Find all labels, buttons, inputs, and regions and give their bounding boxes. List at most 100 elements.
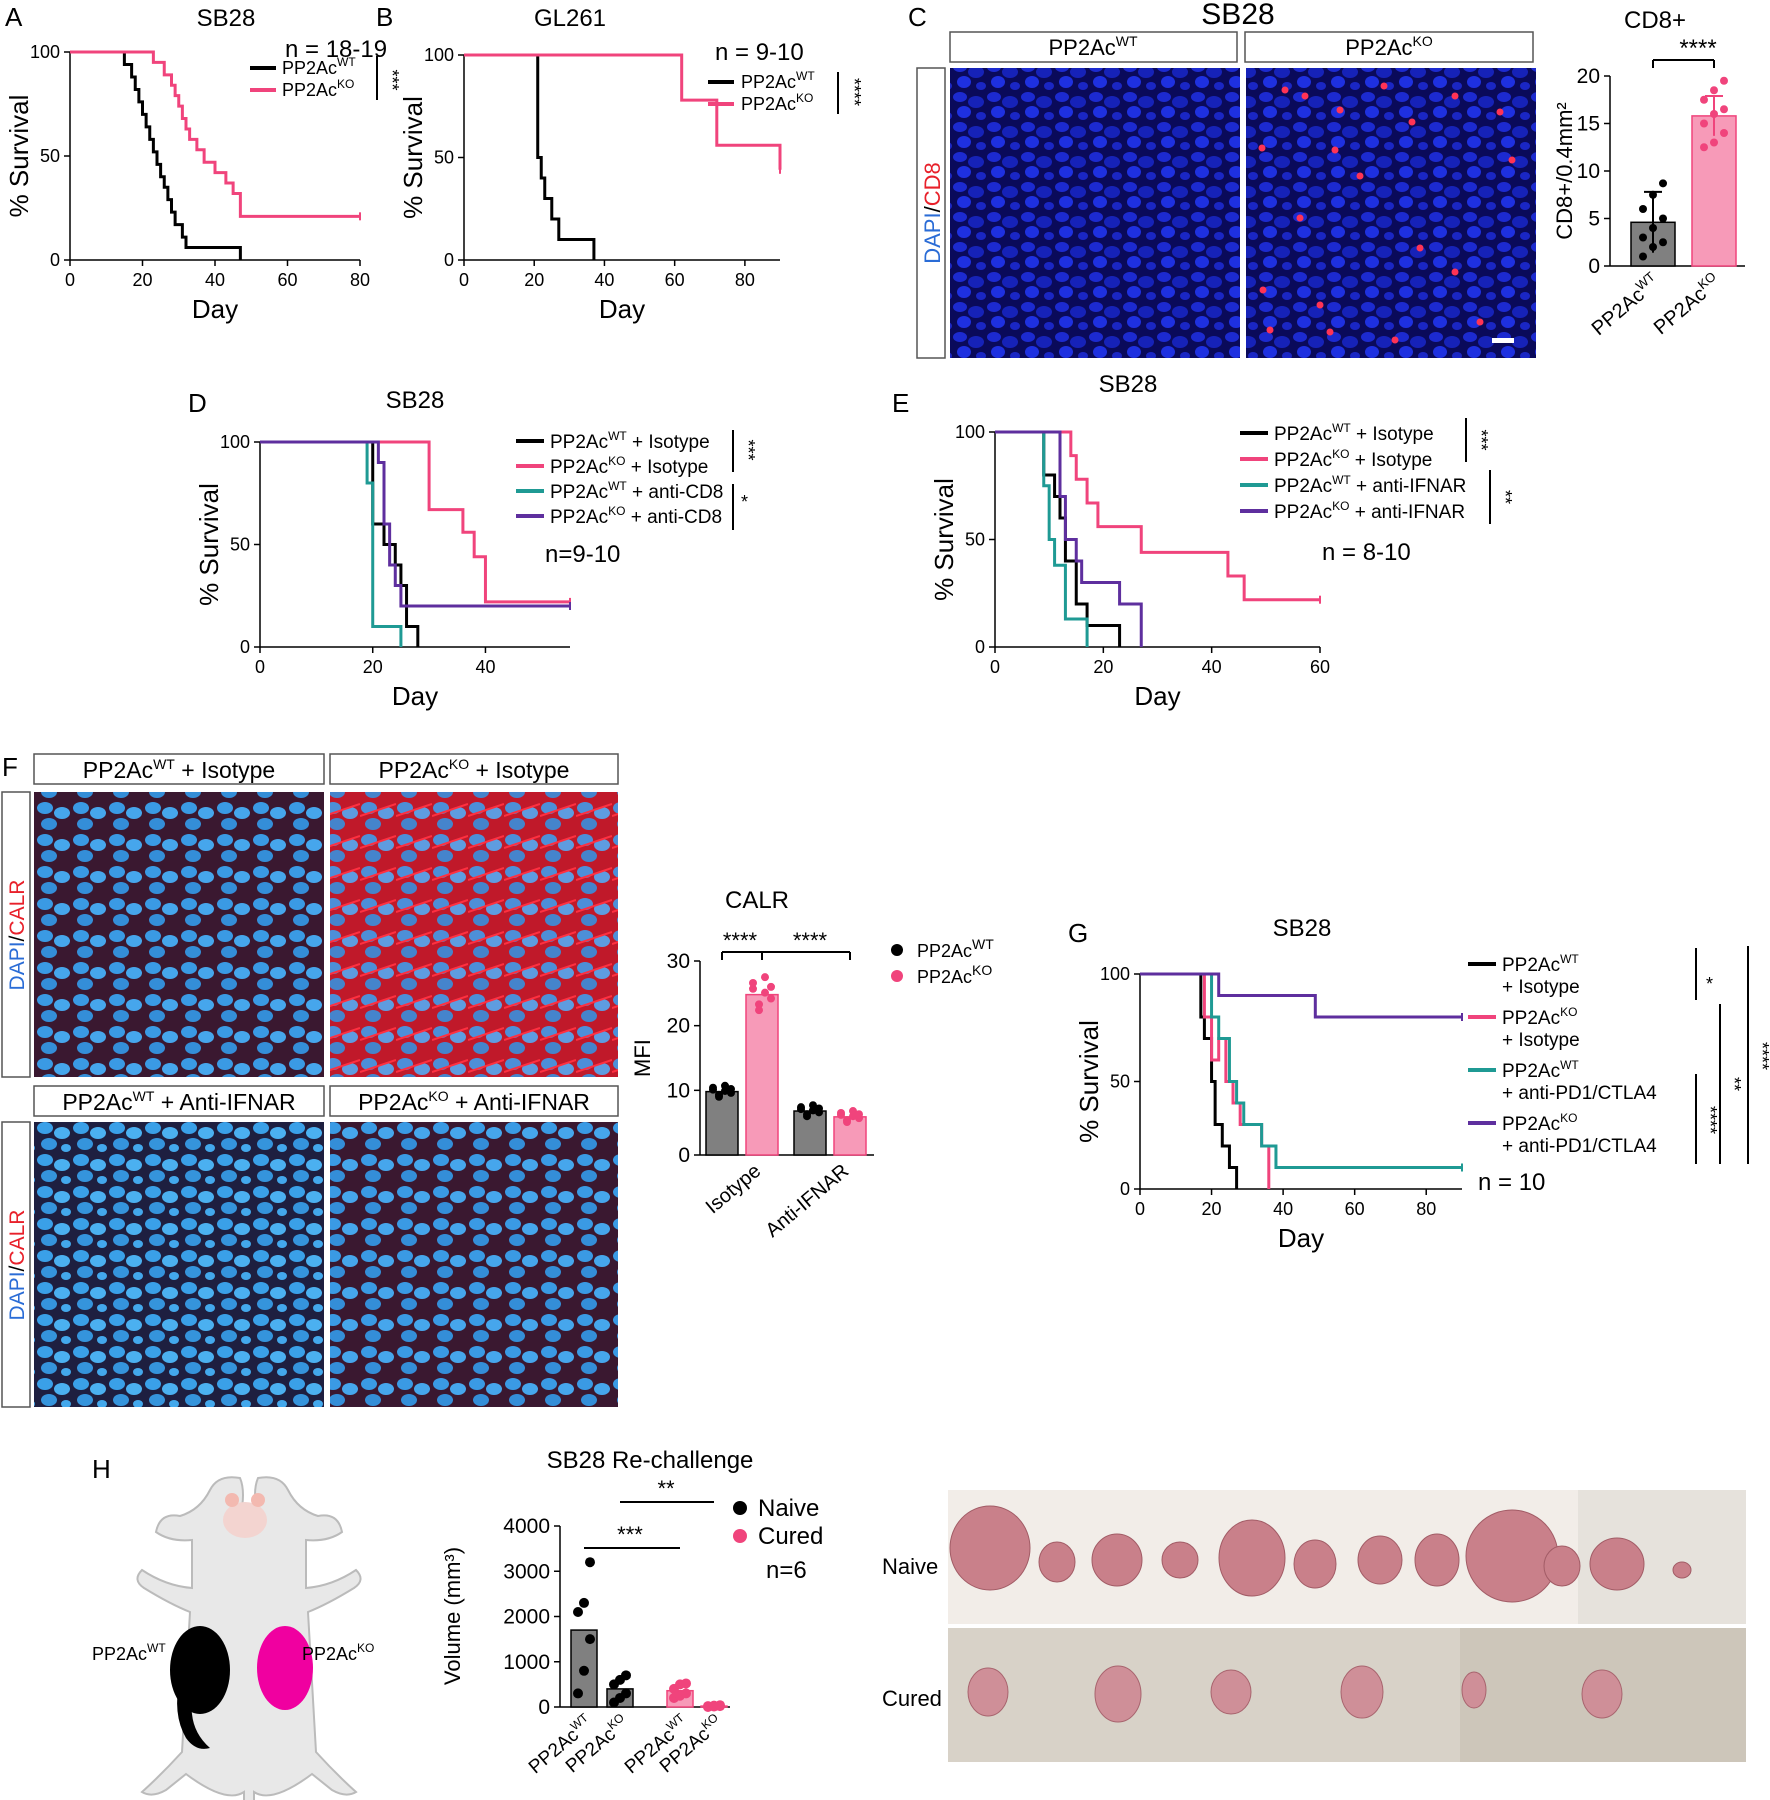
chart-h-n: n=6 — [766, 1557, 807, 1584]
legendE-entry-1: PP2AcKO + Isotype — [1274, 447, 1432, 471]
chartB-xtick-label-3: 60 — [665, 270, 685, 290]
chart-d-sig-bottom: * — [741, 492, 748, 512]
chart-f-point-1-0-4 — [749, 978, 757, 987]
chart-c-point-0-3 — [1639, 233, 1647, 242]
chart-c-point-0-4 — [1649, 224, 1657, 232]
tumor-naive-5 — [1293, 1539, 1337, 1589]
panel-label-b: B — [376, 2, 393, 32]
panel-c-header-ko — [1244, 31, 1534, 63]
tumor-cured-5 — [1581, 1669, 1623, 1719]
chart-h-ytick-label-1: 1000 — [503, 1651, 550, 1674]
cd8-dot-13 — [1451, 268, 1459, 276]
legendD-entry-3: PP2AcKO + anti-CD8 — [550, 504, 722, 528]
chartG-xtick-label-2: 40 — [1273, 1199, 1293, 1219]
chart-c-point-0-5 — [1659, 214, 1667, 223]
chart-e: 0 20 40 60 0 50 100 Day % Survival — [929, 422, 1330, 711]
chartE-ylabel: % Survival — [929, 478, 959, 601]
chartG-xtick-label-4: 80 — [1416, 1199, 1436, 1219]
micrograph-c-ko-cd8-dots — [1258, 82, 1516, 344]
chartD-series-0 — [260, 440, 420, 647]
legendE-entry-0: PP2AcWT + Isotype — [1274, 421, 1434, 445]
chart-f-sig-1: **** — [793, 928, 828, 953]
chart-c-ytick-label-2: 10 — [1577, 160, 1600, 183]
chartG-series-0 — [1140, 972, 1239, 1189]
chartA-ytick-label-1: 50 — [40, 146, 60, 166]
cd8-dot-3 — [1380, 82, 1388, 90]
chartE-series-0 — [995, 430, 1122, 647]
chartB-ylabel: % Survival — [398, 96, 428, 219]
micrograph-f-wt-ifnar — [34, 1122, 324, 1407]
panel-c-stain-label: DAPI/CD8 — [920, 162, 945, 264]
chartA-xtick-label-4: 80 — [350, 270, 370, 290]
chartD-series-2 — [260, 440, 403, 647]
chart-c-ytick-label-1: 5 — [1588, 208, 1600, 231]
cd8-dot-15 — [1316, 301, 1324, 309]
tumor-naive-11 — [1672, 1561, 1692, 1579]
chart-g-legend: PP2AcWT + Isotype PP2AcKO + Isotype PP2AcWT +… — [1468, 952, 1657, 1157]
chartA-xlabel: Day — [192, 294, 238, 324]
chartA-xtick-label-3: 60 — [277, 270, 297, 290]
chart-c-title: CD8+ — [1624, 7, 1686, 34]
chartE-xtick-label-3: 60 — [1310, 657, 1330, 677]
legendG-entry-2: PP2AcWT + anti-PD1/CTLA4 — [1502, 1058, 1657, 1104]
photo-label-cured: Cured — [882, 1686, 942, 1711]
tumor-photos — [949, 1505, 1692, 1723]
tumor-naive-3 — [1161, 1541, 1199, 1579]
chartG-xtick-label-3: 60 — [1345, 1199, 1365, 1219]
chart-f-point-1-1-6 — [849, 1112, 857, 1121]
svg-text:PP2AcKO: PP2AcKO — [741, 91, 813, 114]
chart-d-n: n=9-10 — [545, 541, 620, 568]
mouse-illustration — [136, 1476, 362, 1800]
chart-f-title: CALR — [725, 887, 789, 914]
chartE-ytick-label-2: 100 — [955, 422, 985, 442]
chart-c-point-1-3 — [1700, 119, 1708, 128]
chart-c-point-1-5 — [1720, 105, 1728, 114]
chart-f-point-1-0-1 — [755, 1000, 763, 1009]
chart-f-point-1-1-5 — [843, 1118, 851, 1127]
chartG-ylabel: % Survival — [1074, 1020, 1104, 1143]
chartB-xtick-label-4: 80 — [735, 270, 755, 290]
svg-text:PP2AcKO: PP2AcKO — [1345, 33, 1433, 60]
mouse-label-ko: PP2AcKO — [302, 1641, 374, 1664]
cd8-dot-8 — [1331, 146, 1339, 154]
legendD-entry-1: PP2AcKO + Isotype — [550, 454, 708, 478]
chart-h-ylabel: Volume (mm³) — [440, 1547, 465, 1685]
micrograph-c-ko — [1246, 68, 1536, 358]
chart-e-n: n = 8-10 — [1322, 539, 1411, 566]
chart-f-sig-0: **** — [723, 928, 758, 953]
chart-h-legend: Naive Cured — [733, 1495, 823, 1550]
chartD-xtick-label-1: 20 — [363, 657, 383, 677]
chart-c-ylabel: CD8+/0.4mm² — [1552, 102, 1577, 240]
tumor-naive-7 — [1414, 1533, 1460, 1587]
chart-f-point-0-1-6 — [809, 1106, 817, 1115]
chart-h-point-0-1 — [579, 1665, 589, 1676]
chart-f-point-1-0-3 — [767, 994, 775, 1003]
tumor-naive-2 — [1091, 1533, 1143, 1587]
chart-h-point-2-5 — [681, 1678, 691, 1689]
chart-d: 0 20 40 0 50 100 Day % Survival — [194, 432, 571, 711]
svg-text:PP2AcKO: PP2AcKO — [917, 962, 992, 987]
chart-c-point-0-8 — [1659, 179, 1667, 188]
panel-label-d: D — [188, 388, 207, 418]
panel-f-header-1: PP2AcWT + Isotype — [83, 756, 275, 783]
chart-c-point-1-4 — [1710, 110, 1718, 118]
chartD-xtick-label-0: 0 — [255, 657, 265, 677]
cd8-dot-0 — [1281, 86, 1289, 94]
chartD-ylabel: % Survival — [194, 483, 224, 606]
chart-h-point-2-2 — [681, 1688, 691, 1699]
micrograph-f-ko-isotype — [330, 792, 618, 1077]
chart-c-point-0-0 — [1639, 252, 1647, 261]
panel-label-f: F — [2, 752, 18, 782]
cd8-dot-11 — [1296, 214, 1304, 222]
chart-c-point-1-1 — [1710, 138, 1718, 147]
chartD-series-1 — [260, 440, 570, 604]
chart-f-ytick-label-3: 30 — [667, 950, 690, 973]
svg-text:**: ** — [1724, 1077, 1744, 1091]
svg-text:PP2AcWT: PP2AcWT — [917, 936, 994, 961]
cd8-dot-9 — [1356, 172, 1364, 180]
tumor-naive-8 — [1465, 1509, 1559, 1603]
panel-c-title: SB28 — [1201, 0, 1274, 31]
chart-h-ytick-label-4: 4000 — [503, 1515, 550, 1538]
